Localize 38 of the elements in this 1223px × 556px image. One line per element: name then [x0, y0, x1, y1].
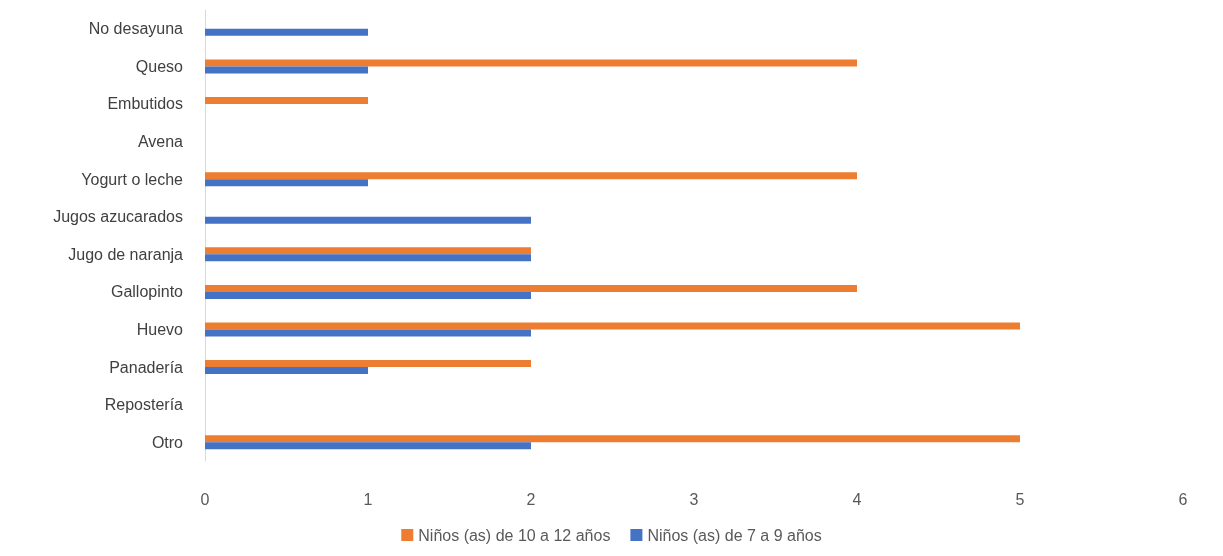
bar — [205, 247, 531, 255]
x-tick-label: 4 — [852, 490, 862, 508]
legend-label: Niños (as) de 10 a 12 años — [418, 526, 611, 544]
x-tick-label: 6 — [1178, 490, 1188, 508]
bar — [205, 435, 1020, 443]
x-tick-label: 2 — [526, 490, 536, 508]
bar — [205, 216, 531, 224]
y-tick-label: Embutidos — [107, 95, 183, 113]
bar — [205, 66, 368, 74]
y-tick-label: Jugo de naranja — [68, 245, 184, 263]
bar — [205, 59, 857, 67]
y-tick-label: No desayuna — [88, 20, 184, 38]
y-tick-label: Repostería — [104, 396, 184, 414]
bar — [205, 254, 531, 262]
y-tick-label: Panadería — [109, 358, 184, 376]
y-tick-label: Huevo — [136, 320, 184, 338]
y-tick-label: Queso — [135, 57, 184, 75]
bar — [205, 329, 531, 337]
y-tick-label: Otro — [151, 433, 184, 451]
x-tick-label: 0 — [200, 490, 210, 508]
x-tick-label: 5 — [1015, 490, 1025, 508]
bar — [205, 442, 531, 450]
bar — [205, 360, 531, 368]
bar — [205, 291, 531, 299]
x-tick-label: 3 — [689, 490, 699, 508]
bar — [205, 172, 857, 180]
bar — [205, 179, 368, 187]
x-tick-label: 1 — [363, 490, 373, 508]
bar — [205, 367, 368, 375]
bar — [205, 28, 368, 36]
y-tick-label: Gallopinto — [110, 283, 184, 301]
legend-label: Niños (as) de 7 a 9 años — [647, 526, 822, 544]
y-tick-label: Avena — [137, 133, 184, 151]
bar — [205, 322, 1020, 330]
y-tick-label: Jugos azucarados — [53, 208, 183, 226]
bar — [205, 96, 368, 104]
y-tick-label: Yogurt o leche — [81, 170, 184, 188]
bar — [205, 284, 857, 292]
